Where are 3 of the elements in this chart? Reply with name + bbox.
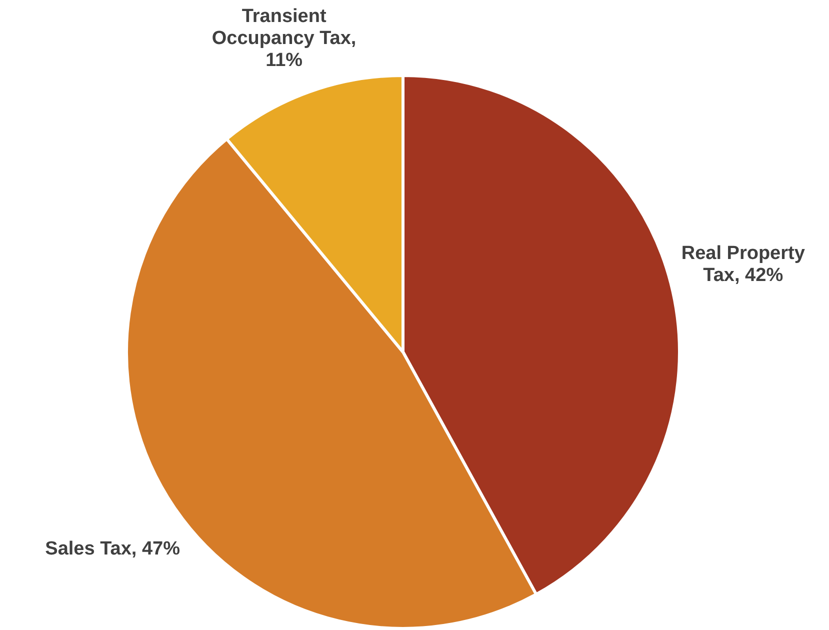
slice-label: Transient Occupancy Tax, 11% bbox=[212, 6, 356, 72]
slice-label: Sales Tax, 47% bbox=[45, 538, 180, 560]
slice-label: Real Property Tax, 42% bbox=[681, 242, 806, 286]
